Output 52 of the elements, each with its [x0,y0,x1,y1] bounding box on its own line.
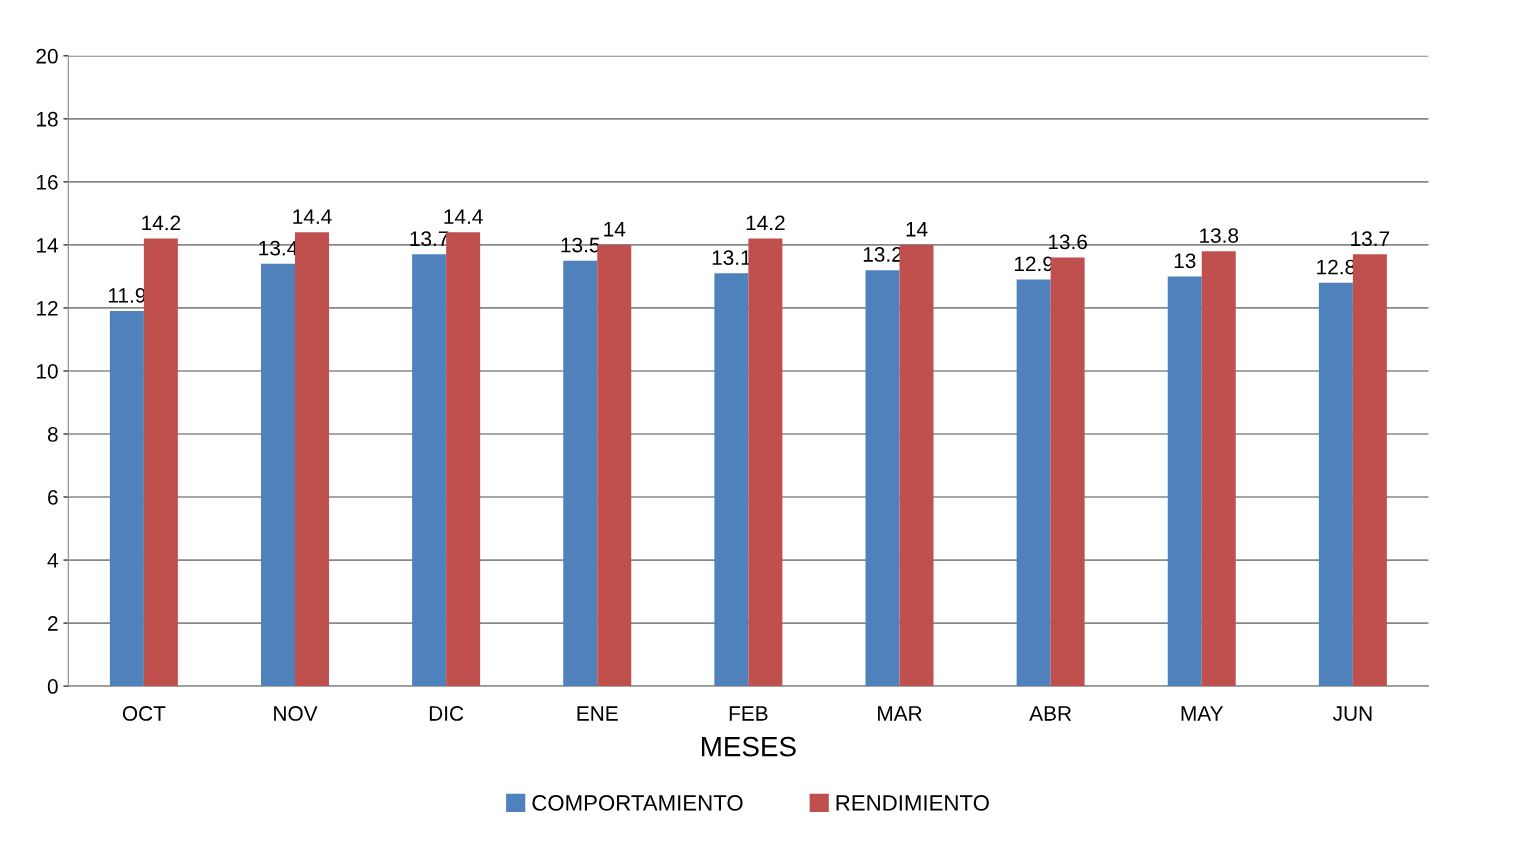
data-label: 13.5 [561,237,600,253]
bar [1201,251,1236,687]
data-label: 14 [906,222,928,237]
bar [1167,276,1202,687]
x-tick-label: FEB [729,706,768,721]
y-tick-label: 0 [47,679,58,694]
x-tick-label: MAR [878,706,922,721]
data-label: 14 [604,222,626,237]
bar [563,260,598,687]
y-tick-label: 10 [37,363,58,379]
bar [899,244,934,687]
data-label: 14.4 [293,209,332,224]
bar [1318,282,1353,687]
bar [865,270,900,687]
bar [260,263,295,687]
y-tick-label: 16 [37,174,58,190]
x-tick-label: DIC [429,706,464,721]
bar [714,273,749,687]
data-label: 14.2 [746,215,785,231]
y-tick-label: 20 [36,48,58,64]
legend-label: COMPORTAMIENTO [532,795,743,811]
x-tick-label: NOV [274,706,318,721]
bar [109,311,144,687]
data-label: 13.8 [1200,228,1239,243]
data-label: 13.1 [712,250,751,265]
bar [1050,257,1085,687]
y-tick-label: 6 [48,490,58,505]
x-tick-label: JUN [1332,706,1372,721]
data-label: 13.7 [1351,231,1390,247]
x-tick-label: OCT [122,706,166,721]
bar [597,244,632,687]
y-tick-label: 2 [48,616,58,631]
x-axis-title: MESES [702,736,796,757]
bar [1352,254,1387,687]
data-label: 13.6 [1048,234,1087,250]
bar [295,232,329,687]
data-label: 13 [1174,253,1196,269]
y-tick-label: 8 [47,427,58,442]
bar [1016,279,1051,687]
bar [412,254,447,687]
bar [748,238,783,687]
x-tick-label: MAY [1181,706,1224,721]
bar [143,238,178,687]
data-label: 14.2 [142,215,181,231]
legend-label: RENDIMIENTO [836,795,989,811]
x-tick-label: ABR [1029,706,1072,721]
data-label: 14.4 [444,209,483,224]
y-tick-label: 14 [37,238,58,253]
x-tick-label: ENE [577,706,618,721]
y-tick-label: 12 [37,300,58,316]
y-tick-label: 18 [37,111,58,127]
y-tick-label: 4 [47,553,58,568]
